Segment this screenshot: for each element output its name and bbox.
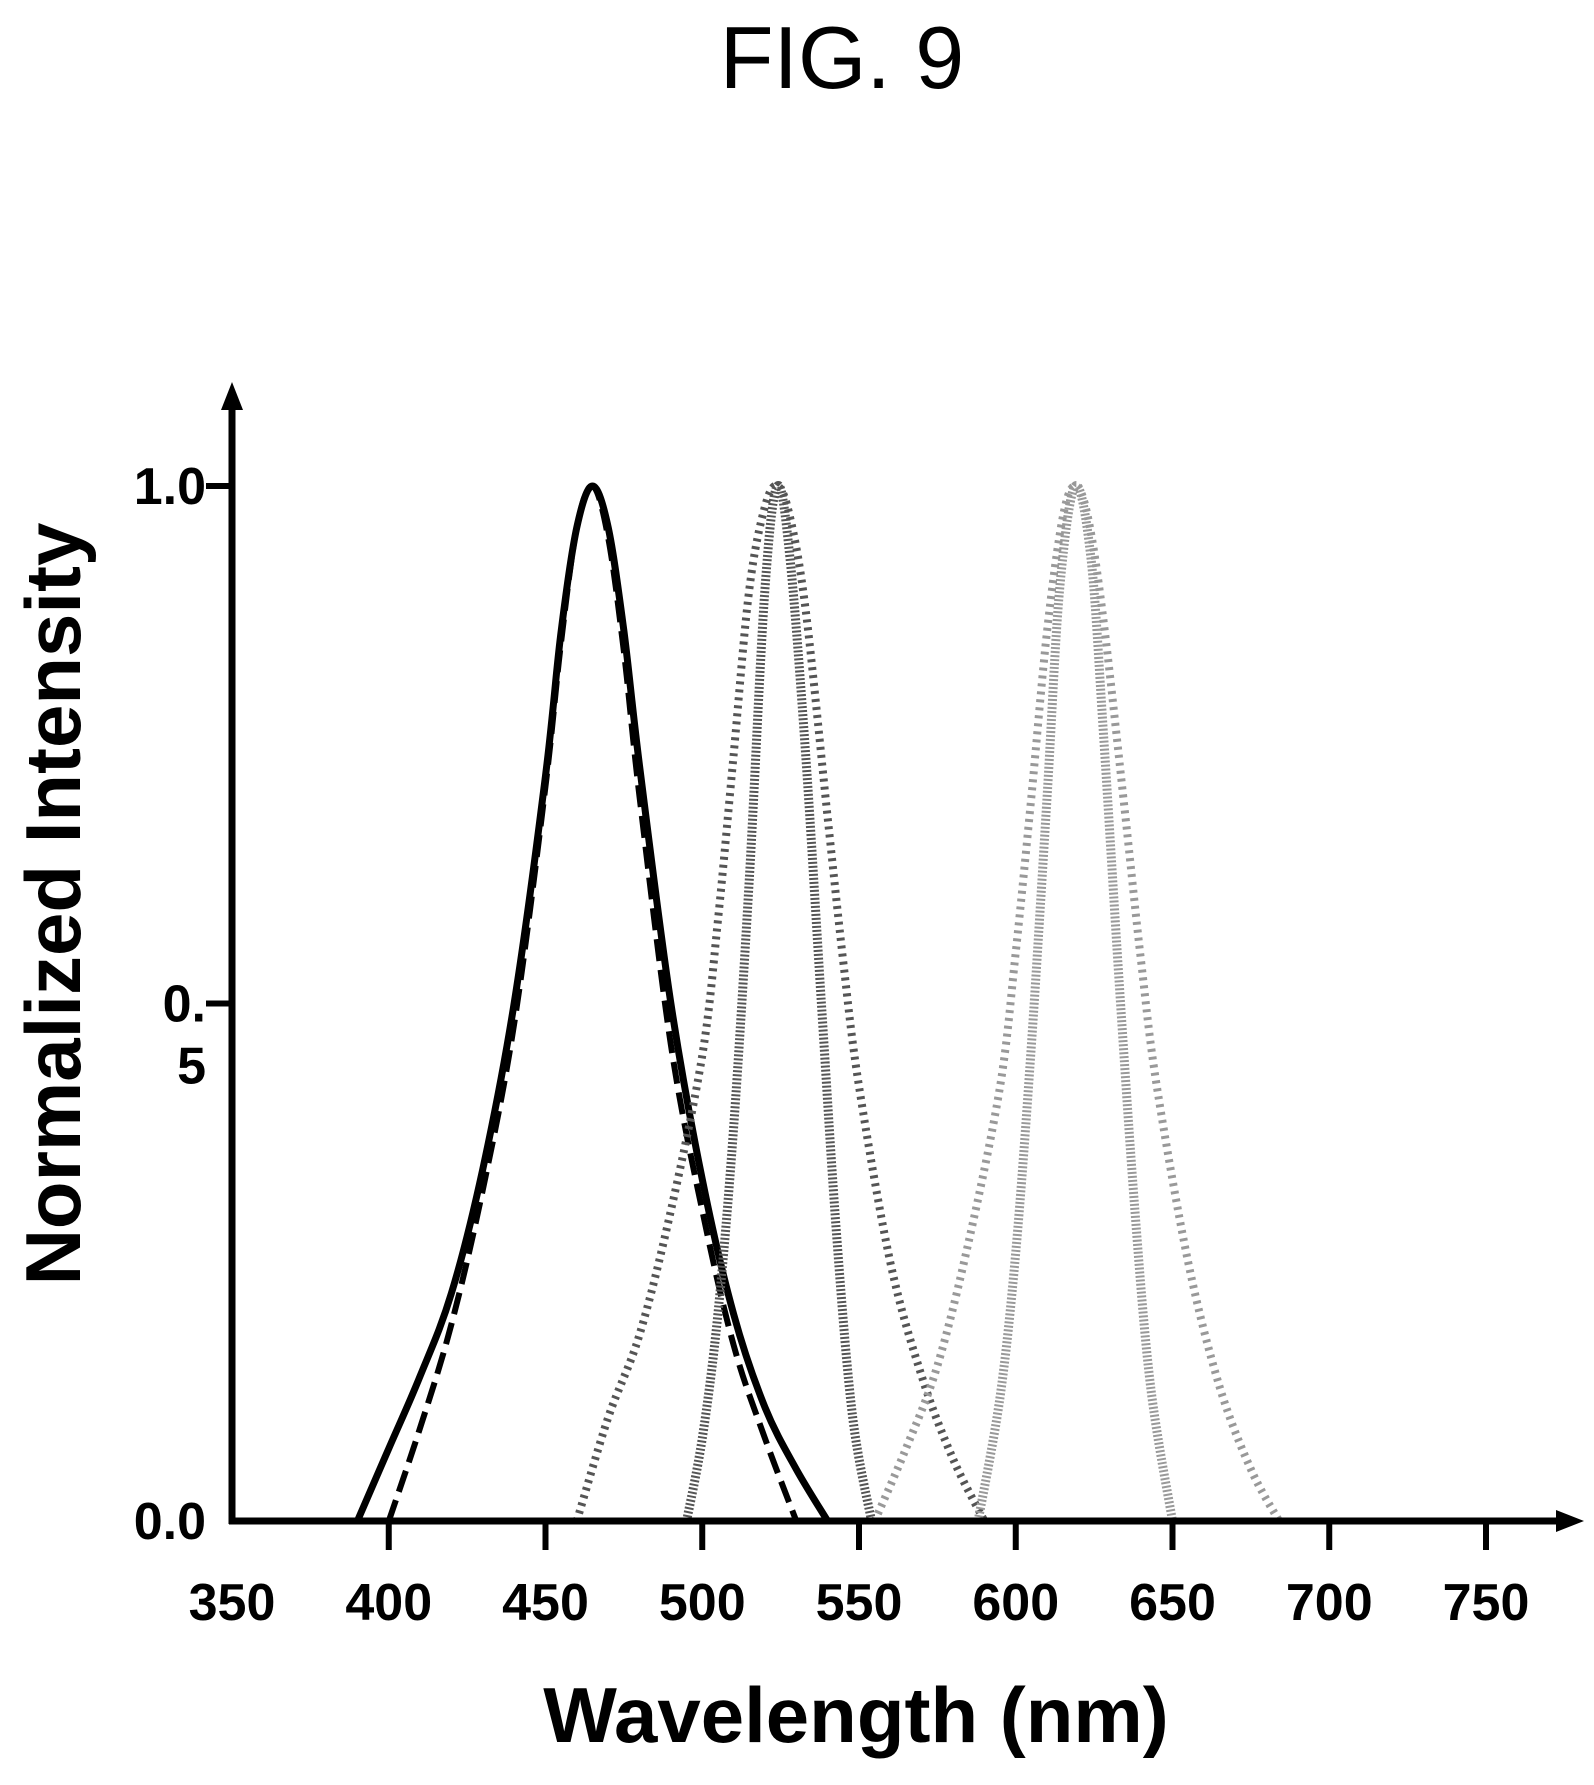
figure-label: FIG. 9 [720,8,965,107]
axes [221,382,1584,1532]
y-ticks: 0.0 0. 5 1.0 [134,458,232,1551]
x-tick-label: 600 [972,1574,1059,1632]
x-tick-label: 750 [1443,1574,1530,1632]
x-tick-label: 650 [1129,1574,1216,1632]
y-tick-label: 1.0 [134,458,206,516]
x-tick-label: 500 [659,1574,746,1632]
series-line-4 [682,481,876,1522]
y-tick-label: 0. 5 [163,976,206,1096]
series-line-1 [354,482,831,1523]
series-line-2 [385,483,800,1523]
series-line-5 [871,482,1283,1523]
series-layer [354,481,1283,1523]
x-tick-label: 550 [816,1574,903,1632]
x-axis-arrow [1556,1510,1584,1532]
x-tick-label: 350 [189,1574,276,1632]
series-line-6 [973,481,1177,1522]
y-axis-arrow [221,382,243,410]
x-ticks: 350 400 450 500 550 600 650 700 750 [189,1521,1530,1632]
y-axis-title: Normalized Intensity [9,523,97,1286]
series-line-3 [572,481,988,1523]
x-axis-title: Wavelength (nm) [543,1671,1168,1759]
x-tick-label: 400 [345,1574,432,1632]
y-tick-label: 0.0 [134,1493,206,1551]
x-tick-label: 450 [502,1574,589,1632]
x-tick-label: 700 [1286,1574,1373,1632]
